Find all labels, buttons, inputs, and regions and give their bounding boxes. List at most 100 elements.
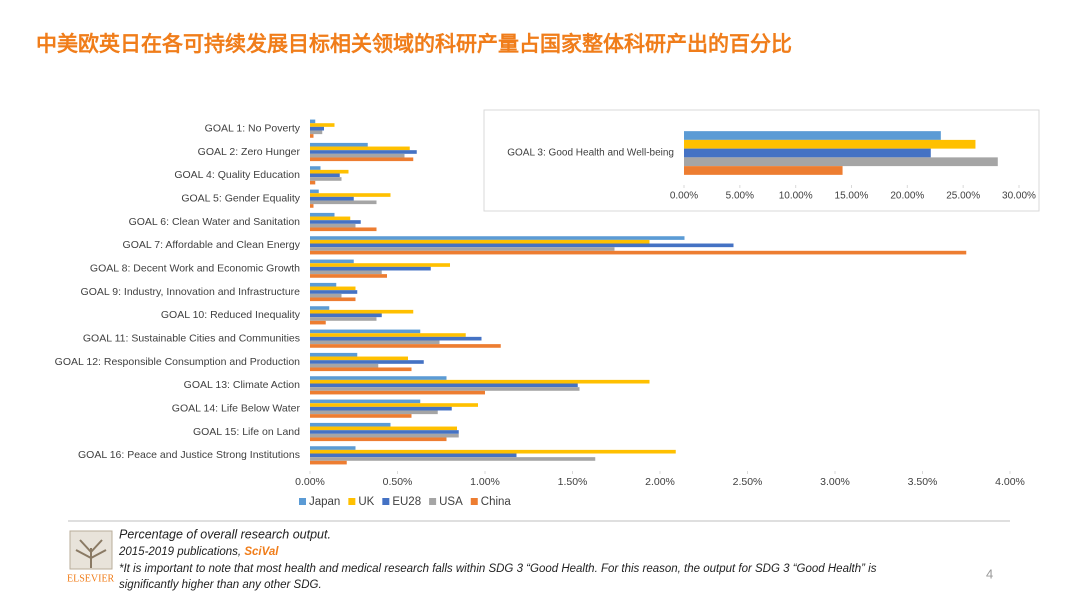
x-tick-label: 4.00% — [995, 476, 1025, 488]
x-tick-label: 3.50% — [908, 476, 938, 488]
bar — [310, 200, 377, 205]
x-tick-label: 3.00% — [820, 476, 850, 488]
bar — [310, 290, 358, 294]
bar — [310, 336, 482, 341]
y-tick-label: GOAL 11: Sustainable Cities and Communit… — [83, 332, 300, 344]
y-tick-label: GOAL 1: No Poverty — [205, 122, 301, 134]
bar — [310, 204, 314, 208]
bar — [310, 239, 650, 244]
bar — [310, 259, 354, 264]
x-tick-label: 1.00% — [470, 476, 500, 488]
bar — [310, 387, 580, 391]
bar — [310, 313, 382, 318]
y-tick-label: GOAL 16: Peace and Justice Strong Instit… — [78, 449, 300, 461]
y-tick-label: GOAL 2: Zero Hunger — [198, 146, 301, 158]
bar — [310, 293, 342, 298]
note: 2015-2019 publications, — [118, 546, 244, 558]
legend-label: China — [481, 496, 512, 508]
bar — [310, 297, 356, 302]
bar — [310, 220, 361, 224]
bar — [310, 173, 340, 178]
x-tick-label: 25.00% — [946, 191, 980, 202]
bar — [310, 193, 391, 197]
logo-text: ELSEVIER — [67, 573, 115, 584]
bar — [310, 177, 342, 181]
bar — [310, 236, 685, 240]
bar — [310, 363, 379, 368]
legend-label: Japan — [309, 496, 340, 508]
legend-swatch — [470, 498, 478, 505]
bar — [310, 263, 450, 267]
bar — [310, 430, 459, 434]
bar — [310, 352, 358, 357]
x-tick-label: 5.00% — [726, 191, 754, 202]
bar — [310, 126, 324, 131]
y-tick-label: GOAL 3: Good Health and Well-being — [507, 148, 674, 159]
bar — [310, 383, 578, 388]
bar — [310, 390, 485, 395]
bar — [310, 270, 382, 275]
slide-title: 中美欧英日在各可持续发展目标相关领域的科研产量占国家整体科研产出的百分比 — [36, 32, 792, 56]
bar — [310, 367, 412, 372]
bar — [310, 356, 408, 361]
bar — [310, 406, 452, 411]
x-tick-label: 15.00% — [835, 191, 869, 202]
y-tick-label: GOAL 6: Clean Water and Sanitation — [129, 216, 301, 228]
bar — [310, 399, 421, 404]
page-number: 4 — [986, 566, 993, 581]
bar — [310, 119, 316, 124]
bar — [310, 446, 356, 450]
bar — [310, 457, 596, 461]
x-tick-label: 0.00% — [295, 476, 325, 488]
bar — [310, 286, 356, 291]
x-tick-label: 20.00% — [890, 191, 924, 202]
logo-branches — [75, 539, 107, 568]
bar — [310, 282, 337, 287]
bar — [310, 166, 321, 170]
bar — [310, 142, 368, 147]
y-tick-label: GOAL 8: Decent Work and Economic Growth — [90, 262, 300, 274]
legend-label: USA — [439, 496, 463, 508]
bar — [310, 329, 421, 334]
legend-swatch — [299, 498, 306, 505]
bar — [310, 379, 650, 384]
x-tick-label: 2.50% — [733, 476, 763, 488]
x-tick-label: 30.00% — [1002, 191, 1036, 202]
bar — [310, 414, 412, 418]
x-tick-label: 1.50% — [558, 476, 588, 488]
bar — [310, 153, 405, 158]
y-tick-label: GOAL 5: Gender Equality — [181, 192, 300, 204]
bar — [310, 403, 478, 407]
note: 2015-2019 publications, SciVal — [118, 546, 279, 558]
bar — [684, 166, 843, 175]
legend-swatch — [382, 498, 390, 505]
bar — [684, 157, 998, 167]
bar — [310, 433, 459, 438]
note: significantly higher than any other SDG. — [119, 579, 322, 591]
bar — [684, 139, 976, 149]
bar — [684, 148, 931, 158]
bar — [310, 453, 517, 458]
bar — [310, 266, 431, 271]
y-tick-label: GOAL 15: Life on Land — [193, 426, 300, 438]
bar — [310, 243, 734, 248]
legend-swatch — [429, 498, 437, 505]
bar — [310, 150, 417, 154]
bar — [310, 157, 414, 162]
y-tick-label: GOAL 4: Quality Education — [174, 169, 300, 181]
y-tick-label: GOAL 14: Life Below Water — [172, 402, 301, 414]
y-tick-label: GOAL 12: Responsible Consumption and Pro… — [55, 356, 301, 368]
bar — [310, 212, 335, 217]
bar — [310, 422, 391, 427]
bar — [310, 320, 326, 325]
bar — [310, 376, 447, 380]
x-tick-label: 10.00% — [779, 191, 813, 202]
bar — [310, 449, 676, 454]
bar — [310, 306, 330, 310]
note: *It is important to note that most healt… — [119, 563, 877, 575]
bar — [310, 169, 349, 174]
bar — [310, 460, 347, 465]
bar — [310, 333, 466, 337]
bar — [310, 317, 377, 321]
bar — [310, 216, 351, 221]
